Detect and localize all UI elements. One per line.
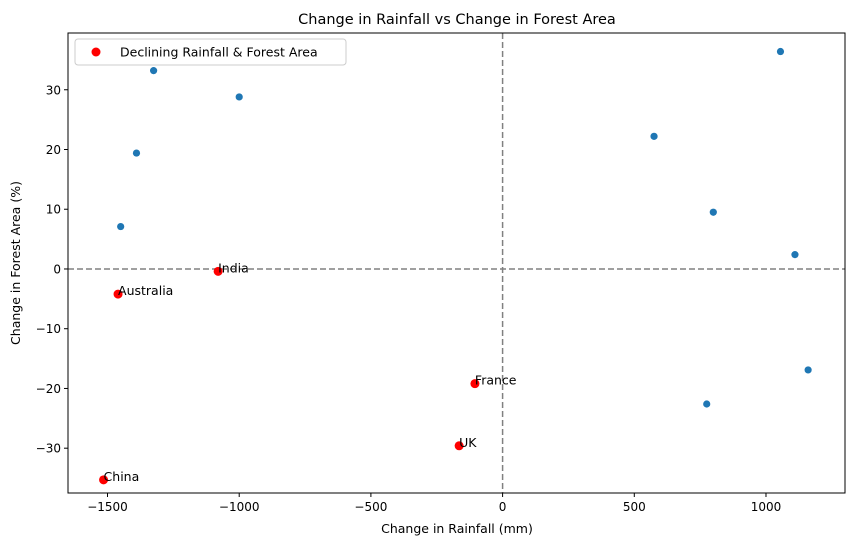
x-tick-label: −1500 [87, 500, 128, 514]
x-tick-label: 0 [499, 500, 507, 514]
chart-title: Change in Rainfall vs Change in Forest A… [298, 12, 616, 28]
highlight-point [454, 441, 464, 451]
highlight-point [470, 379, 480, 389]
y-tick-label: −10 [36, 322, 61, 336]
point-labels: India Australia France UK China [104, 260, 517, 483]
data-point [235, 93, 243, 101]
point-label: Australia [118, 283, 173, 298]
data-point [132, 149, 141, 157]
plot-frame [67, 32, 846, 494]
x-axis-ticks: −1500 −1000 −500 0 500 1000 [87, 493, 781, 514]
y-tick-label: −20 [36, 382, 61, 396]
data-points [99, 47, 812, 485]
highlight-point [213, 266, 223, 276]
point-label: India [218, 260, 249, 275]
point-label: France [475, 373, 517, 388]
reference-lines [68, 33, 845, 493]
x-axis-label: Change in Rainfall (mm) [381, 521, 533, 536]
data-point [776, 47, 785, 56]
y-tick-label: 10 [46, 203, 61, 217]
data-point [804, 366, 812, 374]
y-tick-label: −30 [36, 442, 61, 456]
legend-marker [91, 47, 101, 57]
data-point [703, 400, 711, 408]
x-tick-label: 500 [623, 500, 646, 514]
data-point [150, 67, 158, 75]
data-point [791, 251, 799, 259]
x-tick-label: 1000 [751, 500, 782, 514]
y-tick-label: 20 [46, 143, 61, 157]
data-point [117, 222, 125, 231]
data-point [709, 208, 717, 216]
y-tick-label: 30 [46, 83, 61, 97]
point-label: UK [459, 435, 477, 450]
y-tick-label: 0 [53, 262, 61, 276]
data-point [650, 132, 658, 140]
highlight-point [99, 475, 109, 485]
x-tick-label: −1000 [219, 500, 260, 514]
y-axis-label: Change in Forest Area (%) [8, 181, 23, 345]
point-label: China [104, 469, 140, 484]
x-tick-label: −500 [354, 500, 387, 514]
legend-label: Declining Rainfall & Forest Area [120, 45, 318, 60]
highlight-point [113, 289, 123, 299]
legend: Declining Rainfall & Forest Area [74, 38, 347, 66]
y-axis-ticks: −30 −20 −10 0 10 20 30 [36, 83, 68, 456]
legend-box [74, 38, 347, 66]
